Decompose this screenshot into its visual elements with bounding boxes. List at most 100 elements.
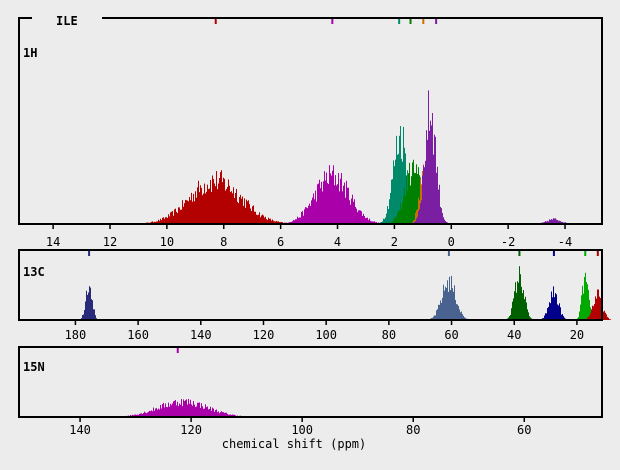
- n15-panel-frame: [18, 346, 603, 418]
- histogram-bar: [194, 404, 195, 417]
- histogram-bar: [214, 183, 215, 224]
- histogram-bar: [367, 217, 368, 224]
- histogram-bar: [179, 207, 180, 224]
- x-tick-label: 180: [65, 328, 87, 342]
- histogram-bar: [400, 202, 401, 224]
- histogram-bar: [188, 398, 189, 417]
- x-tick-label: 2: [391, 235, 398, 249]
- chart-title: ILE: [56, 14, 78, 28]
- histogram-bar: [603, 311, 604, 320]
- histogram-bar: [459, 309, 460, 320]
- histogram-bar: [180, 404, 181, 417]
- histogram-bar: [257, 215, 258, 224]
- histogram-bar: [228, 414, 229, 417]
- histogram-bar: [144, 411, 145, 417]
- histogram-bar: [174, 400, 175, 417]
- histogram-bar: [177, 401, 178, 417]
- histogram-bar: [564, 317, 565, 320]
- histogram-bar: [163, 402, 164, 417]
- histogram-bar: [269, 218, 270, 224]
- histogram-bar: [359, 210, 360, 224]
- histogram-bar: [211, 191, 212, 224]
- shift-marker: [422, 17, 425, 24]
- histogram-bar: [585, 272, 586, 320]
- histogram-bar: [511, 308, 512, 320]
- histogram-bar: [346, 180, 347, 224]
- histogram-bar: [429, 130, 430, 224]
- shift-marker: [398, 17, 401, 24]
- histogram-bar: [189, 197, 190, 224]
- histogram-bar: [364, 216, 365, 224]
- histogram-bar: [523, 289, 524, 320]
- histogram-bar: [580, 304, 581, 320]
- histogram-bar: [439, 184, 440, 224]
- histogram-bar: [410, 185, 411, 224]
- histogram-bar: [443, 217, 444, 224]
- histogram-bar: [182, 200, 183, 224]
- histogram-bar: [218, 183, 219, 224]
- histogram-bar: [524, 299, 525, 320]
- histogram-bar: [185, 400, 186, 417]
- histogram-bar: [249, 204, 250, 224]
- histogram-bar: [199, 402, 200, 417]
- histogram-bar: [224, 178, 225, 224]
- histogram-bar: [557, 220, 558, 224]
- shift-marker: [552, 249, 555, 256]
- histogram-bar: [554, 297, 555, 320]
- title-gap: [32, 10, 102, 26]
- histogram-bar: [354, 199, 355, 224]
- histogram-bar: [455, 300, 456, 320]
- histogram-bar: [214, 411, 215, 417]
- histogram-bar: [187, 200, 188, 224]
- shift-marker: [518, 249, 521, 256]
- histogram-bar: [161, 408, 162, 417]
- histogram-bar: [84, 309, 85, 320]
- histogram-bar: [291, 221, 292, 224]
- histogram-bar: [610, 319, 611, 320]
- histogram-bar: [88, 292, 89, 320]
- histogram-bar: [436, 310, 437, 320]
- histogram-bar: [605, 312, 606, 320]
- histogram-bar: [439, 304, 440, 320]
- histogram-bar: [447, 280, 448, 320]
- histogram-bar: [226, 188, 227, 224]
- histogram-bar: [440, 300, 441, 320]
- histogram-bar: [91, 299, 92, 320]
- histogram-bar: [229, 414, 230, 417]
- histogram-bar: [589, 299, 590, 320]
- histogram-bar: [562, 221, 563, 224]
- x-tick-label: 40: [507, 328, 521, 342]
- histogram-bar: [241, 198, 242, 224]
- histogram-bar: [403, 196, 404, 224]
- histogram-bar: [199, 192, 200, 224]
- histogram-bar: [204, 408, 205, 417]
- histogram-bar: [189, 403, 190, 417]
- histogram-bar: [238, 203, 239, 224]
- histogram-bar: [587, 284, 588, 320]
- histogram-bar: [212, 175, 213, 224]
- histogram-bar: [434, 315, 435, 320]
- histogram-bar: [343, 185, 344, 224]
- histogram-bar: [395, 159, 396, 224]
- histogram-bar: [186, 200, 187, 224]
- histogram-bar: [206, 191, 207, 224]
- histogram-bar: [336, 185, 337, 224]
- histogram-bar: [328, 184, 329, 224]
- panel-label-13c: 13C: [23, 265, 45, 279]
- histogram-bar: [309, 203, 310, 224]
- histogram-bar: [391, 179, 392, 224]
- histogram-bar: [154, 221, 155, 224]
- histogram-bar: [449, 276, 450, 320]
- histogram-bar: [442, 297, 443, 320]
- histogram-bar: [222, 412, 223, 417]
- x-tick-label: 140: [190, 328, 212, 342]
- histogram-bar: [463, 315, 464, 320]
- histogram-bar: [548, 306, 549, 320]
- histogram-bar: [181, 209, 182, 224]
- histogram-bar: [561, 221, 562, 224]
- histogram-bar: [132, 414, 133, 417]
- histogram-bar: [137, 414, 138, 417]
- x-tick-label: 0: [448, 235, 455, 249]
- histogram-bar: [373, 221, 374, 224]
- shift-marker: [88, 249, 91, 256]
